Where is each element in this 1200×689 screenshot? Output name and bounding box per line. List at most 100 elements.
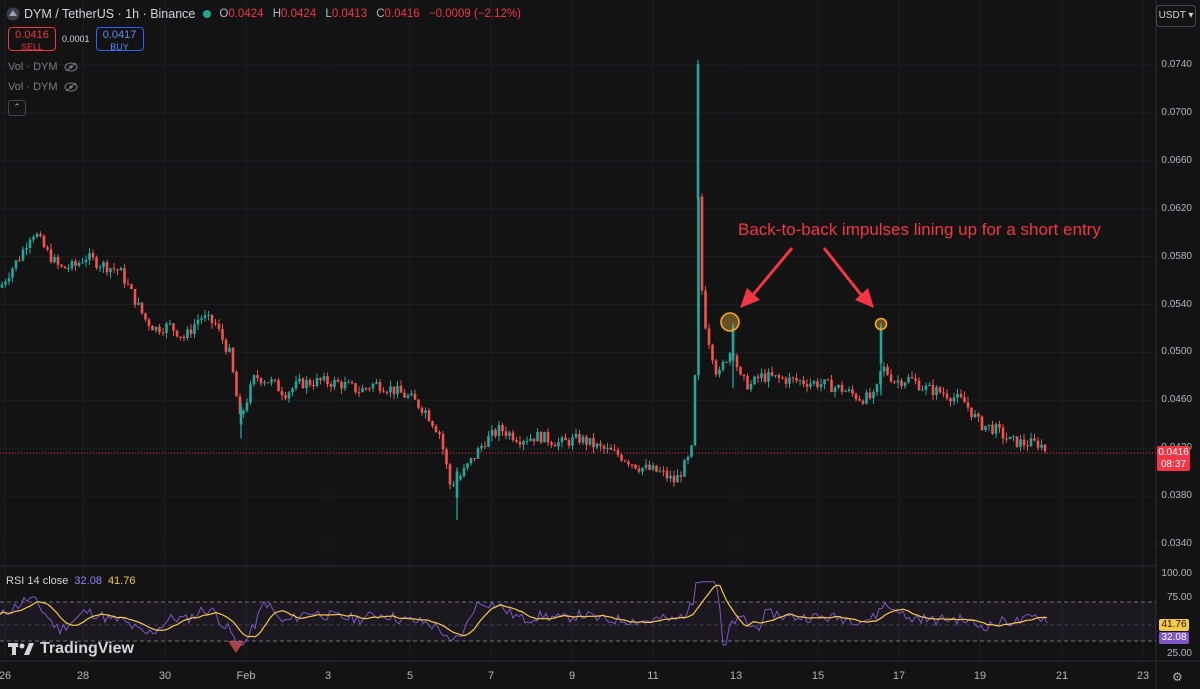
candle-body — [679, 475, 683, 477]
candle-body — [739, 367, 742, 375]
buy-button[interactable]: 0.0417 BUY — [95, 27, 144, 52]
change-value: −0.0009 (−2.12%) — [428, 8, 521, 20]
candle-body — [665, 470, 669, 479]
ohlc-values: O0.0424 H0.0424 L0.0413 C0.0416 −0.0009 … — [219, 8, 521, 20]
candle-body — [977, 413, 980, 417]
candle-body — [4, 281, 7, 285]
candle-body — [490, 429, 494, 436]
candle-body — [543, 431, 546, 443]
candle-body — [854, 393, 858, 400]
candle-body — [469, 458, 473, 464]
symbol-header: DYM / TetherUS · 1h · Binance O0.0424 H0… — [6, 3, 527, 25]
candle-body — [424, 410, 427, 413]
candle-body — [669, 475, 672, 479]
candle-body — [567, 440, 571, 446]
collapse-indicators-button[interactable]: ⌃ — [8, 100, 26, 116]
candle-body — [126, 283, 130, 285]
candle-body — [235, 372, 238, 397]
candle-body — [203, 315, 207, 319]
currency-selector[interactable]: USDT ▾ — [1156, 5, 1196, 27]
candle-body — [620, 455, 623, 461]
candle-body — [315, 378, 319, 386]
candle-body — [1033, 438, 1036, 441]
candle-body — [924, 385, 928, 390]
candle-body — [364, 388, 368, 390]
candle-body — [312, 385, 315, 387]
candle-body — [1015, 436, 1019, 447]
candle-body — [802, 380, 805, 385]
candle-body — [483, 446, 487, 448]
candle-body — [616, 449, 620, 456]
candle-body — [753, 376, 756, 385]
candle-body — [42, 236, 46, 248]
candle-body — [67, 268, 70, 270]
candle-body — [984, 425, 987, 431]
symbol-title[interactable]: DYM / TetherUS · 1h · Binance — [24, 7, 196, 21]
candles — [0, 60, 1047, 521]
candle-body — [119, 268, 123, 271]
candle-body — [287, 392, 291, 399]
rsi-legend[interactable]: RSI 14 close 32.08 41.76 — [6, 575, 135, 587]
rsi-level-25: 25.00 — [1166, 648, 1192, 659]
arrow-line-2 — [822, 247, 864, 297]
candle-body — [564, 437, 567, 441]
spread-value: 0.0001 — [62, 34, 90, 44]
candle-body — [959, 393, 963, 398]
tradingview-logo[interactable]: TradingView — [8, 640, 134, 658]
date-tick-label: 23 — [1136, 670, 1150, 682]
candle-body — [1043, 444, 1047, 452]
candle-body — [868, 392, 872, 399]
candle-body — [308, 380, 312, 386]
gear-icon[interactable]: ⚙ — [1172, 670, 1183, 684]
buy-price: 0.0417 — [102, 29, 137, 41]
candle-body — [378, 382, 382, 392]
candle-body — [480, 446, 483, 449]
volume-indicator-2[interactable]: Vol · DYM — [8, 81, 78, 93]
price-tick-label: 0.0540 — [1161, 298, 1192, 310]
candle-body — [238, 396, 242, 414]
candle-body — [928, 384, 931, 386]
candle-body — [396, 385, 399, 395]
date-tick-label: 5 — [406, 670, 414, 682]
candle-body — [749, 384, 753, 390]
candle-body — [280, 391, 284, 396]
candle-body — [144, 313, 147, 320]
candle-body — [963, 397, 966, 403]
sell-button[interactable]: 0.0416 SELL — [8, 27, 56, 52]
eye-off-icon[interactable] — [64, 62, 78, 72]
date-tick-label: 3 — [324, 670, 332, 682]
candle-body — [210, 314, 214, 323]
candle-body — [851, 389, 854, 394]
candle-body — [578, 433, 581, 443]
candle-body — [333, 379, 336, 387]
candle-body — [277, 380, 280, 392]
close-value: 0.0416 — [384, 8, 420, 20]
candle-body — [1022, 439, 1026, 446]
candle-body — [949, 398, 952, 402]
spike-body — [879, 327, 883, 364]
candle-body — [893, 381, 896, 383]
candle-body — [886, 366, 889, 375]
candle-body — [861, 400, 865, 404]
candle-body — [81, 262, 84, 264]
price-tick-label: 0.0380 — [1161, 490, 1192, 502]
candle-body — [760, 373, 763, 379]
candle-body — [298, 378, 301, 382]
candle-body — [735, 355, 739, 368]
candle-body — [98, 267, 102, 269]
candle-body — [501, 424, 504, 432]
candle-body — [1036, 440, 1040, 448]
candle-body — [588, 438, 592, 445]
candle-body — [966, 402, 970, 408]
candle-body — [77, 262, 81, 266]
eye-off-icon[interactable] — [64, 82, 78, 92]
candle-body — [599, 443, 602, 446]
candle-body — [284, 395, 287, 399]
candle-body — [711, 344, 714, 361]
candle-body — [837, 384, 840, 388]
candle-body — [385, 392, 389, 394]
candle-body — [140, 302, 144, 314]
volume-indicator-1[interactable]: Vol · DYM — [8, 61, 78, 73]
candle-body — [245, 402, 249, 411]
